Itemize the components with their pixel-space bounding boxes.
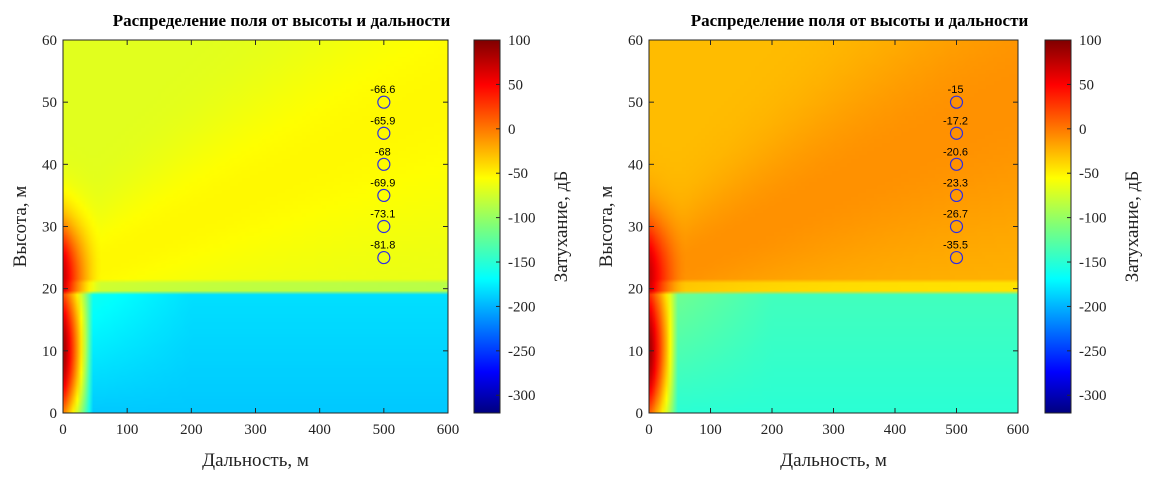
probe-marker-label: -17.2 [943,115,968,127]
probe-marker [377,95,391,109]
probe-marker-label: -66.6 [370,84,395,96]
x-tick-label: 600 [437,422,460,438]
probe-marker-label: -65.9 [370,115,395,127]
colorbar-tick-label: 0 [1079,122,1087,138]
x-tick-label: 200 [180,422,203,438]
x-tick-label: 0 [59,422,67,438]
y-axis-label: Высота, м [596,186,617,268]
colorbar-tick-label: -50 [508,166,528,182]
probe-marker [949,95,964,109]
x-tick-label: 100 [116,422,139,438]
heatmap-image [63,40,448,413]
colorbar-tick-label: -300 [1079,388,1107,404]
x-tick-label: 400 [308,422,331,438]
colorbar-tick-label: 100 [1079,33,1102,49]
x-axis-label: Дальность, м [202,450,309,471]
x-tick-label: 500 [373,422,396,438]
y-tick-label: 0 [636,406,644,422]
y-tick-label: 0 [50,406,58,422]
y-tick-label: 10 [42,344,57,360]
y-tick-label: 50 [628,95,643,111]
probe-marker [377,157,391,171]
probe-marker-label: -15 [948,84,964,96]
colorbar-tick-label: 100 [508,33,531,49]
colorbar-tick-label: -200 [1079,299,1107,315]
probe-marker [949,157,964,171]
colorbar-tick-label: -200 [508,299,536,315]
colorbar-tick-label: 50 [508,77,523,93]
heatmap-panel-1: Распределение поля от высоты и дальности… [10,11,572,471]
colorbar-tick-label: -100 [508,211,536,227]
probe-marker [949,250,964,265]
probe-marker [949,188,964,203]
y-tick-label: 40 [42,157,57,173]
colorbar-tick-label: 50 [1079,77,1094,93]
y-tick-label: 20 [42,282,57,298]
x-axis-label: Дальность, м [780,450,887,471]
y-tick-label: 20 [628,282,643,298]
chart-title: Распределение поля от высоты и дальности [691,11,1029,30]
colorbar-tick-label: -150 [1079,255,1107,271]
colorbar-label: Затухание, дБ [551,171,572,283]
probe-marker [949,126,964,140]
probe-marker [377,126,391,140]
colorbar-gradient [1044,39,1072,414]
y-tick-label: 60 [628,33,643,49]
y-tick-label: 30 [628,220,643,236]
colorbar: 100 50 0 -50 -100 -150 -200 -250 -300 Затухание, … [1044,33,1143,414]
x-tick-label: 500 [945,422,968,438]
probe-marker [377,250,391,265]
y-tick-label: 10 [628,344,643,360]
probe-marker-label: -35.5 [943,240,968,252]
colorbar-tick-label: -300 [508,388,536,404]
x-tick-label: 600 [1007,422,1030,438]
chart-title: Распределение поля от высоты и дальности [113,11,451,30]
probe-marker-label: -23.3 [943,177,968,189]
probe-marker-label: -20.6 [943,146,968,158]
probe-marker-label: -73.1 [370,209,395,221]
colorbar-tick-label: 0 [508,122,516,138]
probe-marker-label: -68 [375,146,391,158]
y-tick-label: 40 [628,157,643,173]
colorbar-tick-label: -250 [508,344,536,360]
y-tick-label: 30 [42,220,57,236]
x-tick-label: 100 [699,422,722,438]
probe-marker-label: -81.8 [370,240,395,252]
x-tick-label: 300 [822,422,845,438]
x-tick-label: 400 [884,422,907,438]
probe-marker-label: -69.9 [370,177,395,189]
colorbar-gradient [473,39,501,414]
x-tick-label: 300 [244,422,267,438]
colorbar-tick-label: -100 [1079,211,1107,227]
colorbar: 100 50 0 -50 -100 -150 -200 -250 -300 Затухание, … [473,33,572,414]
x-tick-label: 0 [645,422,653,438]
colorbar-tick-label: -250 [1079,344,1107,360]
heatmap-image [649,40,1018,413]
probe-marker [377,188,391,203]
y-tick-label: 60 [42,33,57,49]
y-axis-label: Высота, м [10,186,31,268]
colorbar-tick-label: -50 [1079,166,1099,182]
x-tick-label: 200 [761,422,784,438]
colorbar-label: Затухание, дБ [1122,171,1143,283]
probe-marker [377,219,391,234]
probe-marker-label: -26.7 [943,209,968,221]
colorbar-tick-label: -150 [508,255,536,271]
heatmap-panel-2: Распределение поля от высоты и дальности… [596,11,1143,471]
y-tick-label: 50 [42,95,57,111]
probe-marker [949,219,964,234]
